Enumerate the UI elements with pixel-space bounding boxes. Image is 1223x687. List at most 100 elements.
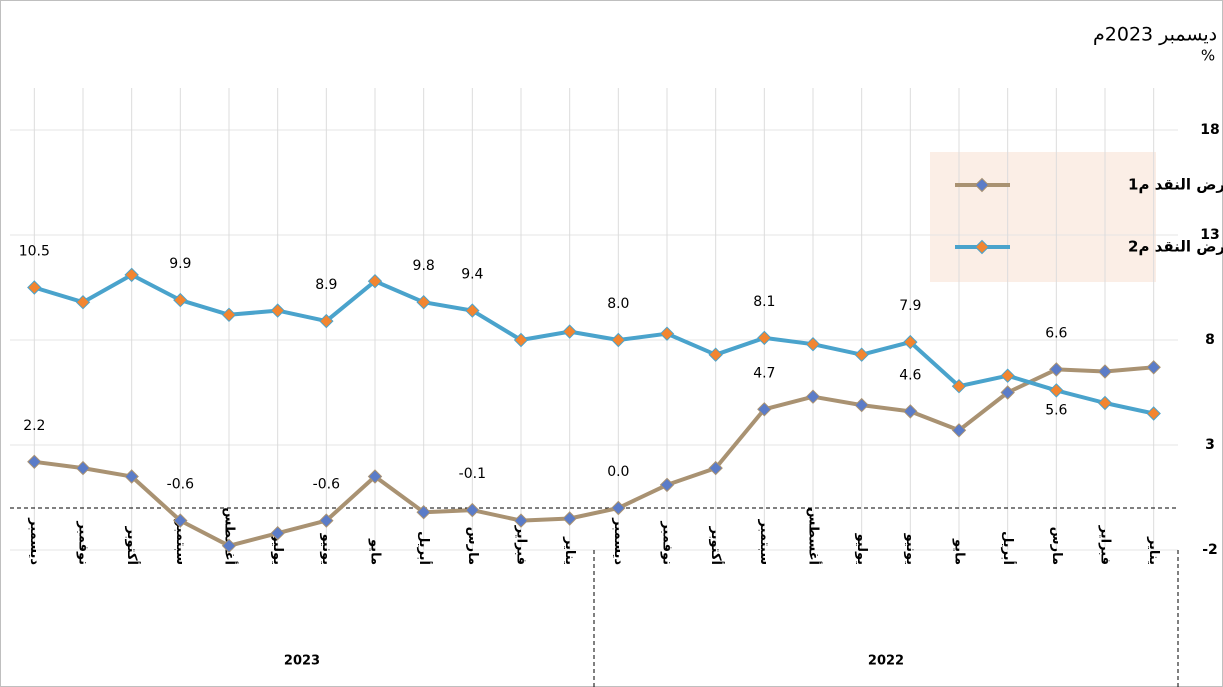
point-marker (221, 538, 237, 554)
value-label: 10.5 (19, 244, 50, 260)
point-marker (708, 460, 723, 476)
point-marker (1049, 383, 1064, 398)
point-marker (1000, 385, 1015, 400)
point-marker (757, 402, 772, 417)
x-tick-label: ديسمبر (611, 517, 626, 565)
point-marker (416, 504, 431, 520)
value-label: -0.6 (167, 477, 194, 493)
series-line (33, 272, 1155, 416)
x-tick-label: يوليو (270, 533, 285, 565)
legend-label: عرض النقد م1 (1128, 176, 1223, 194)
value-label: 9.4 (461, 267, 483, 283)
point-marker (270, 303, 285, 318)
point-marker (805, 336, 821, 352)
x-tick-label: أغسطس (806, 507, 823, 565)
point-marker (611, 500, 626, 516)
x-tick-label: مارس (1049, 527, 1064, 565)
point-marker (270, 525, 285, 541)
legend-box (930, 152, 1156, 282)
value-label: 4.6 (899, 367, 921, 383)
x-tick-label: فبراير (514, 525, 529, 565)
x-tick-label: أكتوبر (708, 526, 725, 565)
value-label: 8.0 (607, 296, 629, 312)
x-tick-label: يوليو (854, 533, 869, 565)
point-marker (367, 469, 383, 484)
point-marker (465, 502, 480, 518)
group-label: 2022 (868, 654, 904, 669)
point-marker (319, 313, 334, 329)
x-tick-label: مارس (465, 527, 480, 565)
point-marker (562, 324, 577, 339)
x-tick-label: يناير (1146, 536, 1161, 565)
point-marker (221, 307, 237, 323)
point-marker (124, 469, 139, 484)
point-marker (854, 347, 869, 362)
point-marker (1097, 364, 1113, 379)
x-tick-label: ديسمبر (27, 517, 42, 565)
point-marker (513, 332, 529, 348)
x-tick-label: نوفمبر (660, 520, 675, 565)
x-tick-label: سبتمبر (173, 518, 188, 565)
point-marker (75, 460, 91, 476)
value-label: 8.1 (753, 294, 775, 310)
y-tick-label: -2 (1202, 542, 1218, 558)
legend-marker (974, 177, 990, 193)
point-marker (1000, 368, 1015, 383)
point-marker (951, 423, 967, 438)
point-marker (805, 389, 821, 404)
value-label: 6.6 (1045, 325, 1067, 341)
point-marker (513, 513, 529, 528)
legend-marker (974, 239, 990, 255)
point-marker (659, 326, 675, 341)
y-tick-label: 18 (1200, 122, 1219, 138)
point-marker (562, 511, 577, 526)
x-tick-label: مايو (952, 538, 967, 565)
series-line (34, 365, 1154, 548)
x-tick-label: يونيو (319, 533, 334, 565)
x-tick-label: أبريل (1000, 531, 1017, 565)
point-marker (1097, 395, 1113, 411)
value-label: 2.2 (23, 418, 45, 434)
legend-label: عرض النقد م2 (1128, 238, 1223, 256)
value-label: 0.0 (607, 464, 629, 480)
group-label: 2023 (284, 654, 320, 669)
point-marker (611, 332, 626, 348)
point-marker (173, 292, 188, 308)
chart-title: شكل 14: معدل النمو (%) السنوي لعرض النقد… (1093, 24, 1223, 46)
point-marker (1146, 406, 1161, 421)
x-tick-label: أغسطس (222, 507, 239, 565)
point-marker (757, 330, 772, 346)
point-marker (465, 303, 480, 318)
point-marker (903, 334, 918, 350)
value-label: 9.8 (413, 258, 435, 274)
x-tick-label: فبراير (1098, 525, 1113, 565)
x-tick-label: يناير (562, 536, 577, 565)
point-marker (27, 280, 42, 295)
point-marker (27, 454, 42, 470)
x-tick-label: نوفمبر (76, 520, 91, 565)
point-marker (1049, 362, 1064, 377)
value-label: 8.9 (315, 277, 337, 293)
value-label: 5.6 (1045, 402, 1067, 418)
y-unit: % (1201, 47, 1215, 65)
value-label: -0.1 (459, 466, 486, 482)
point-marker (124, 267, 139, 283)
point-marker (319, 513, 334, 528)
point-marker (659, 477, 675, 493)
point-marker (1146, 360, 1161, 375)
point-marker (708, 347, 723, 362)
x-tick-label: سبتمبر (757, 518, 772, 565)
y-tick-label: 8 (1205, 332, 1215, 348)
x-tick-label: يونيو (903, 533, 918, 565)
x-tick-label: أكتوبر (124, 526, 141, 565)
point-marker (951, 378, 967, 394)
x-tick-label: أبريل (416, 531, 433, 565)
point-marker (903, 404, 918, 419)
y-tick-label: 13 (1200, 227, 1219, 243)
value-label: 4.7 (753, 365, 775, 381)
point-marker (367, 273, 383, 289)
x-tick-label: مايو (368, 538, 383, 565)
point-marker (854, 397, 869, 413)
